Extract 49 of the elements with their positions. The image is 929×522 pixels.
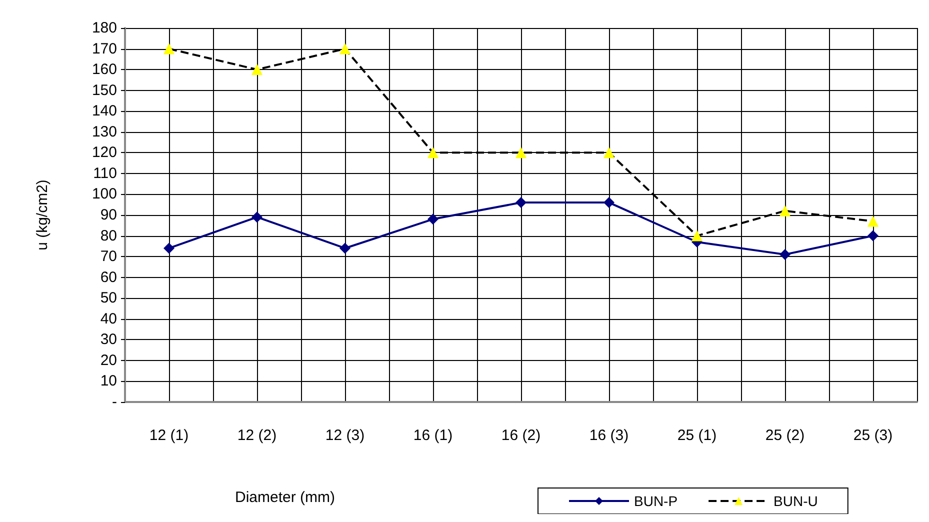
y-tick-label: 160 (92, 61, 117, 78)
point (164, 242, 174, 254)
point (780, 205, 790, 216)
x-tick-label: 12 (3) (325, 427, 365, 444)
x-tick-label: 12 (1) (149, 427, 189, 444)
y-tick-label: 90 (100, 206, 117, 224)
point (516, 147, 526, 158)
point (604, 197, 614, 208)
y-tick-label: 60 (100, 268, 117, 286)
y-tick-label: 150 (92, 82, 117, 99)
y-tick-label: 20 (100, 352, 117, 369)
y-tick-label: 170 (92, 40, 117, 58)
point (340, 242, 350, 254)
point (604, 147, 614, 158)
point (780, 248, 790, 260)
point (692, 230, 702, 242)
point (868, 216, 878, 227)
y-tick-label: 120 (92, 144, 117, 162)
y-tick-label: 180 (92, 20, 117, 36)
point (340, 43, 350, 54)
point (428, 214, 438, 225)
point (868, 230, 878, 242)
y-tick-label: 100 (92, 186, 117, 203)
x-axis-title: Diameter (mm) (235, 489, 335, 506)
y-tick-label: 30 (100, 331, 117, 348)
y-tick-label: 80 (100, 227, 117, 244)
x-tick-label: 25 (3) (853, 427, 893, 444)
x-tick-label: 25 (1) (677, 427, 717, 444)
x-tick-label: 25 (2) (765, 427, 805, 444)
point (428, 147, 438, 158)
point (516, 197, 526, 208)
point (252, 64, 262, 76)
y-tick-label: 40 (100, 310, 117, 328)
x-tick-label: 12 (2) (237, 427, 277, 444)
y-tick-label: 50 (100, 290, 117, 307)
x-tick-label: 16 (1) (413, 427, 453, 444)
x-tick-label: 16 (2) (501, 427, 541, 444)
y-tick-label: 10 (100, 372, 117, 390)
legend-label: BUN-P (634, 493, 678, 509)
y-tick-label: - (112, 394, 117, 410)
x-tick-label: 16 (3) (589, 427, 629, 444)
legend-label: BUN-U (774, 493, 818, 509)
y-tick-label: 140 (92, 102, 117, 120)
point (164, 43, 174, 54)
y-tick-label: 70 (100, 248, 117, 266)
y-tick-label: 130 (92, 123, 117, 140)
y-tick-label: 110 (93, 164, 117, 182)
point (252, 212, 262, 223)
y-axis-title: u (kg/cm2) (34, 180, 51, 250)
